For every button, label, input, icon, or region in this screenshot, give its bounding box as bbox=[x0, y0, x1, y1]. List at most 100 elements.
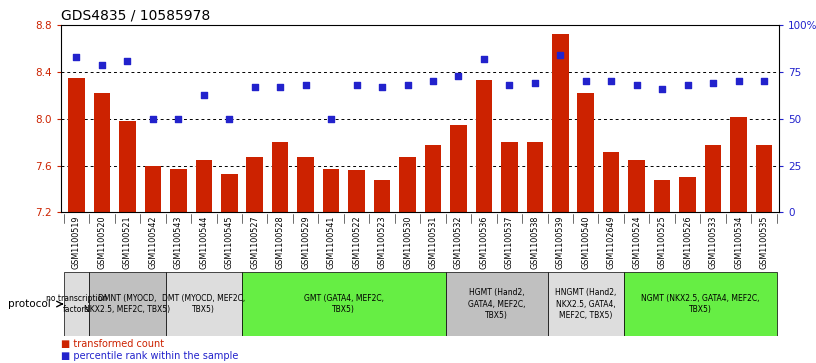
Bar bbox=[501, 142, 517, 212]
Text: GSM1100539: GSM1100539 bbox=[556, 215, 565, 269]
Bar bbox=[399, 158, 416, 212]
Point bbox=[630, 82, 643, 88]
Text: NGMT (NKX2.5, GATA4, MEF2C,
TBX5): NGMT (NKX2.5, GATA4, MEF2C, TBX5) bbox=[641, 294, 760, 314]
Point bbox=[757, 78, 770, 84]
Point bbox=[477, 56, 490, 62]
Bar bbox=[446, 272, 548, 336]
Point bbox=[299, 82, 313, 88]
Text: GSM1100533: GSM1100533 bbox=[708, 215, 717, 269]
Bar bbox=[654, 180, 671, 212]
Text: GSM1100544: GSM1100544 bbox=[199, 215, 208, 269]
Text: GSM1100528: GSM1100528 bbox=[276, 215, 285, 269]
Bar bbox=[705, 144, 721, 212]
Text: GSM1100527: GSM1100527 bbox=[251, 215, 259, 269]
Text: DMT (MYOCD, MEF2C,
TBX5): DMT (MYOCD, MEF2C, TBX5) bbox=[162, 294, 246, 314]
Text: GSM1100525: GSM1100525 bbox=[658, 215, 667, 269]
Point bbox=[427, 78, 440, 84]
Text: GSM1100529: GSM1100529 bbox=[301, 215, 310, 269]
Bar bbox=[242, 272, 446, 336]
Bar bbox=[196, 160, 212, 212]
Bar bbox=[624, 272, 777, 336]
Text: GSM1100543: GSM1100543 bbox=[174, 215, 183, 269]
Text: GSM1100522: GSM1100522 bbox=[352, 215, 361, 269]
Text: GSM1100519: GSM1100519 bbox=[72, 215, 81, 269]
Point bbox=[350, 82, 363, 88]
Bar bbox=[424, 144, 441, 212]
Bar bbox=[297, 158, 314, 212]
Bar bbox=[64, 272, 89, 336]
Point bbox=[401, 82, 414, 88]
Bar bbox=[730, 117, 747, 212]
Bar bbox=[578, 93, 594, 212]
Text: GSM1100531: GSM1100531 bbox=[428, 215, 437, 269]
Bar bbox=[348, 170, 365, 212]
Point bbox=[197, 92, 211, 98]
Text: HGMT (Hand2,
GATA4, MEF2C,
TBX5): HGMT (Hand2, GATA4, MEF2C, TBX5) bbox=[468, 289, 526, 319]
Bar bbox=[603, 152, 619, 212]
Bar bbox=[119, 121, 135, 212]
Bar bbox=[221, 174, 237, 212]
Text: GSM1100526: GSM1100526 bbox=[683, 215, 692, 269]
Bar bbox=[69, 78, 85, 212]
Text: GSM1102649: GSM1102649 bbox=[607, 215, 616, 269]
Text: GMT (GATA4, MEF2C,
TBX5): GMT (GATA4, MEF2C, TBX5) bbox=[304, 294, 384, 314]
Text: GDS4835 / 10585978: GDS4835 / 10585978 bbox=[61, 9, 211, 23]
Bar bbox=[628, 160, 645, 212]
Bar bbox=[374, 180, 390, 212]
Text: GSM1100523: GSM1100523 bbox=[378, 215, 387, 269]
Point bbox=[248, 84, 261, 90]
Bar bbox=[89, 272, 166, 336]
Point bbox=[503, 82, 516, 88]
Point bbox=[732, 78, 745, 84]
Point bbox=[325, 116, 338, 122]
Text: GSM1100538: GSM1100538 bbox=[530, 215, 539, 269]
Point bbox=[95, 62, 109, 68]
Point bbox=[172, 116, 185, 122]
Bar bbox=[756, 144, 772, 212]
Point bbox=[121, 58, 134, 64]
Text: GSM1100520: GSM1100520 bbox=[97, 215, 106, 269]
Point bbox=[375, 84, 388, 90]
Text: GSM1100535: GSM1100535 bbox=[760, 215, 769, 269]
Text: GSM1100532: GSM1100532 bbox=[454, 215, 463, 269]
Point bbox=[579, 78, 592, 84]
Point bbox=[655, 86, 668, 92]
Text: GSM1100537: GSM1100537 bbox=[505, 215, 514, 269]
Bar bbox=[246, 158, 263, 212]
Bar bbox=[526, 142, 543, 212]
Text: GSM1100530: GSM1100530 bbox=[403, 215, 412, 269]
Text: GSM1100534: GSM1100534 bbox=[734, 215, 743, 269]
Text: GSM1100524: GSM1100524 bbox=[632, 215, 641, 269]
Bar bbox=[166, 272, 242, 336]
Text: HNGMT (Hand2,
NKX2.5, GATA4,
MEF2C, TBX5): HNGMT (Hand2, NKX2.5, GATA4, MEF2C, TBX5… bbox=[555, 289, 616, 319]
Bar bbox=[272, 142, 289, 212]
Point bbox=[146, 116, 159, 122]
Point bbox=[707, 81, 720, 86]
Text: DMNT (MYOCD,
NKX2.5, MEF2C, TBX5): DMNT (MYOCD, NKX2.5, MEF2C, TBX5) bbox=[84, 294, 171, 314]
Point bbox=[273, 84, 286, 90]
Text: ■ transformed count: ■ transformed count bbox=[61, 339, 164, 349]
Bar bbox=[476, 80, 492, 212]
Point bbox=[681, 82, 694, 88]
Point bbox=[605, 78, 618, 84]
Point bbox=[223, 116, 236, 122]
Bar bbox=[323, 169, 339, 212]
Bar bbox=[144, 166, 161, 212]
Text: GSM1100541: GSM1100541 bbox=[326, 215, 335, 269]
Bar bbox=[552, 34, 569, 212]
Text: protocol: protocol bbox=[8, 299, 51, 309]
Text: GSM1100545: GSM1100545 bbox=[224, 215, 233, 269]
Text: no transcription
factors: no transcription factors bbox=[46, 294, 107, 314]
Point bbox=[452, 73, 465, 79]
Text: ■ percentile rank within the sample: ■ percentile rank within the sample bbox=[61, 351, 238, 361]
Point bbox=[70, 54, 83, 60]
Text: GSM1100542: GSM1100542 bbox=[149, 215, 157, 269]
Bar bbox=[450, 125, 467, 212]
Bar bbox=[94, 93, 110, 212]
Text: GSM1100540: GSM1100540 bbox=[581, 215, 590, 269]
Bar bbox=[680, 177, 696, 212]
Bar bbox=[548, 272, 624, 336]
Text: GSM1100536: GSM1100536 bbox=[479, 215, 489, 269]
Point bbox=[554, 52, 567, 58]
Point bbox=[528, 81, 541, 86]
